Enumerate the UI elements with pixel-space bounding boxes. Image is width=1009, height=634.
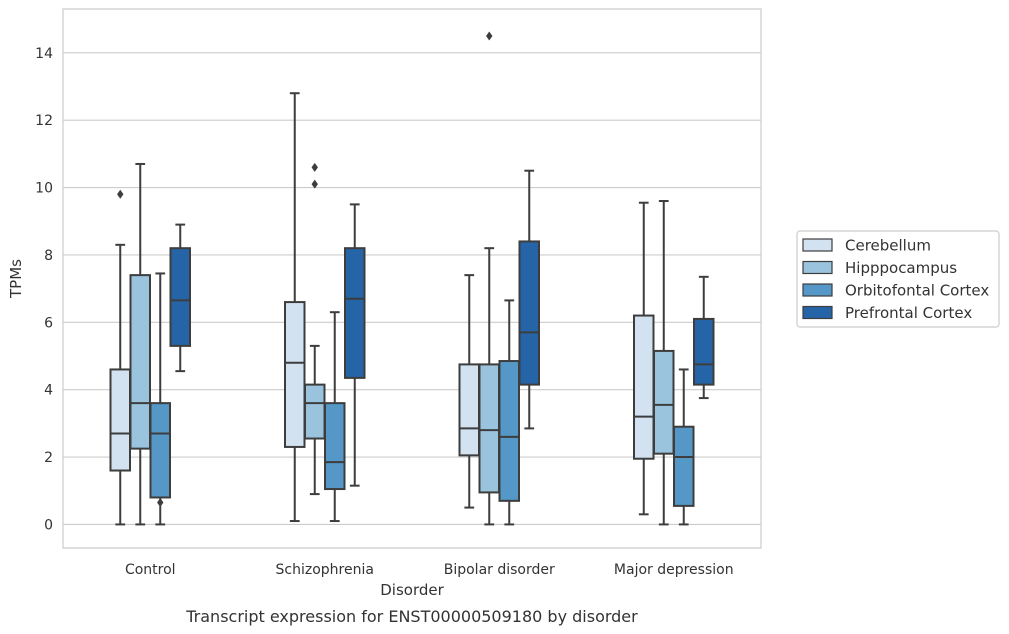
legend-label: Orbitofontal Cortex xyxy=(845,282,989,300)
box-hipppocampus-2 xyxy=(478,31,500,526)
x-tick-label: Control xyxy=(125,562,176,578)
iqr-box xyxy=(284,301,306,448)
box-cerebellum-3 xyxy=(633,201,655,516)
x-tick-label: Bipolar disorder xyxy=(444,562,555,578)
box-plots xyxy=(109,31,715,526)
iqr-box xyxy=(633,314,655,460)
box-orbitofontal-cortex-2 xyxy=(498,299,520,526)
box-cerebellum-1 xyxy=(284,92,306,523)
y-tick-label: 6 xyxy=(44,315,53,331)
box-hipppocampus-0 xyxy=(129,162,151,526)
x-axis-label: Disorder xyxy=(380,581,444,599)
box-prefrontal-cortex-2 xyxy=(518,169,540,430)
legend-swatch xyxy=(802,283,833,297)
box-cerebellum-2 xyxy=(458,274,480,509)
y-tick-label: 14 xyxy=(35,46,53,62)
y-tick-label: 12 xyxy=(35,113,53,129)
iqr-box xyxy=(304,383,326,440)
legend: Cerebellum Hipppocampus Orbitofontal Corte… xyxy=(796,230,1000,328)
iqr-box xyxy=(693,317,715,386)
outlier-point xyxy=(486,31,493,41)
box-prefrontal-cortex-0 xyxy=(169,223,191,373)
outlier-point xyxy=(157,498,164,508)
box-orbitofontal-cortex-1 xyxy=(324,311,346,523)
box-prefrontal-cortex-1 xyxy=(344,203,366,487)
legend-label: Hipppocampus xyxy=(845,259,957,277)
iqr-box xyxy=(653,349,675,455)
iqr-box xyxy=(169,247,191,347)
legend-label: Prefrontal Cortex xyxy=(845,304,972,322)
iqr-box xyxy=(129,274,151,450)
legend-swatch xyxy=(802,260,833,275)
legend-swatch xyxy=(802,305,833,320)
iqr-box xyxy=(518,240,540,386)
iqr-box xyxy=(458,363,480,457)
legend-label: Cerebellum xyxy=(845,237,931,255)
box-prefrontal-cortex-3 xyxy=(693,275,715,400)
iqr-box xyxy=(324,402,346,491)
iqr-box xyxy=(498,360,520,502)
box-orbitofontal-cortex-0 xyxy=(149,272,171,526)
y-tick-label: 4 xyxy=(44,383,53,399)
legend-frame xyxy=(796,230,1000,328)
iqr-box xyxy=(344,247,366,379)
x-tick-label: Major depression xyxy=(614,562,734,578)
y-tick-label: 0 xyxy=(44,517,53,533)
box-hipppocampus-1 xyxy=(304,162,326,496)
outlier-point xyxy=(311,179,318,189)
x-tick-label: Schizophrenia xyxy=(276,562,374,578)
iqr-box xyxy=(149,402,171,499)
box-hipppocampus-3 xyxy=(653,200,675,526)
box-cerebellum-0 xyxy=(109,189,131,526)
y-tick-label: 8 xyxy=(44,248,53,264)
legend-swatch xyxy=(802,238,833,252)
y-tick-label: 10 xyxy=(35,181,53,197)
y-axis-ticks: 0 2 4 6 8 10 12 14 xyxy=(35,46,53,534)
iqr-box xyxy=(673,425,695,507)
outlier-point xyxy=(311,162,318,172)
box-orbitofontal-cortex-3 xyxy=(673,368,695,526)
y-tick-label: 2 xyxy=(44,450,53,466)
y-axis-label: TPMs xyxy=(7,259,25,299)
outlier-point xyxy=(117,189,124,199)
iqr-box xyxy=(478,363,500,494)
chart-caption: Transcript expression for ENST0000050918… xyxy=(185,607,638,626)
iqr-box xyxy=(109,368,131,472)
plot-area-frame xyxy=(62,8,762,549)
x-axis-ticks: Control Schizophrenia Bipolar disorder Majo… xyxy=(125,562,734,578)
